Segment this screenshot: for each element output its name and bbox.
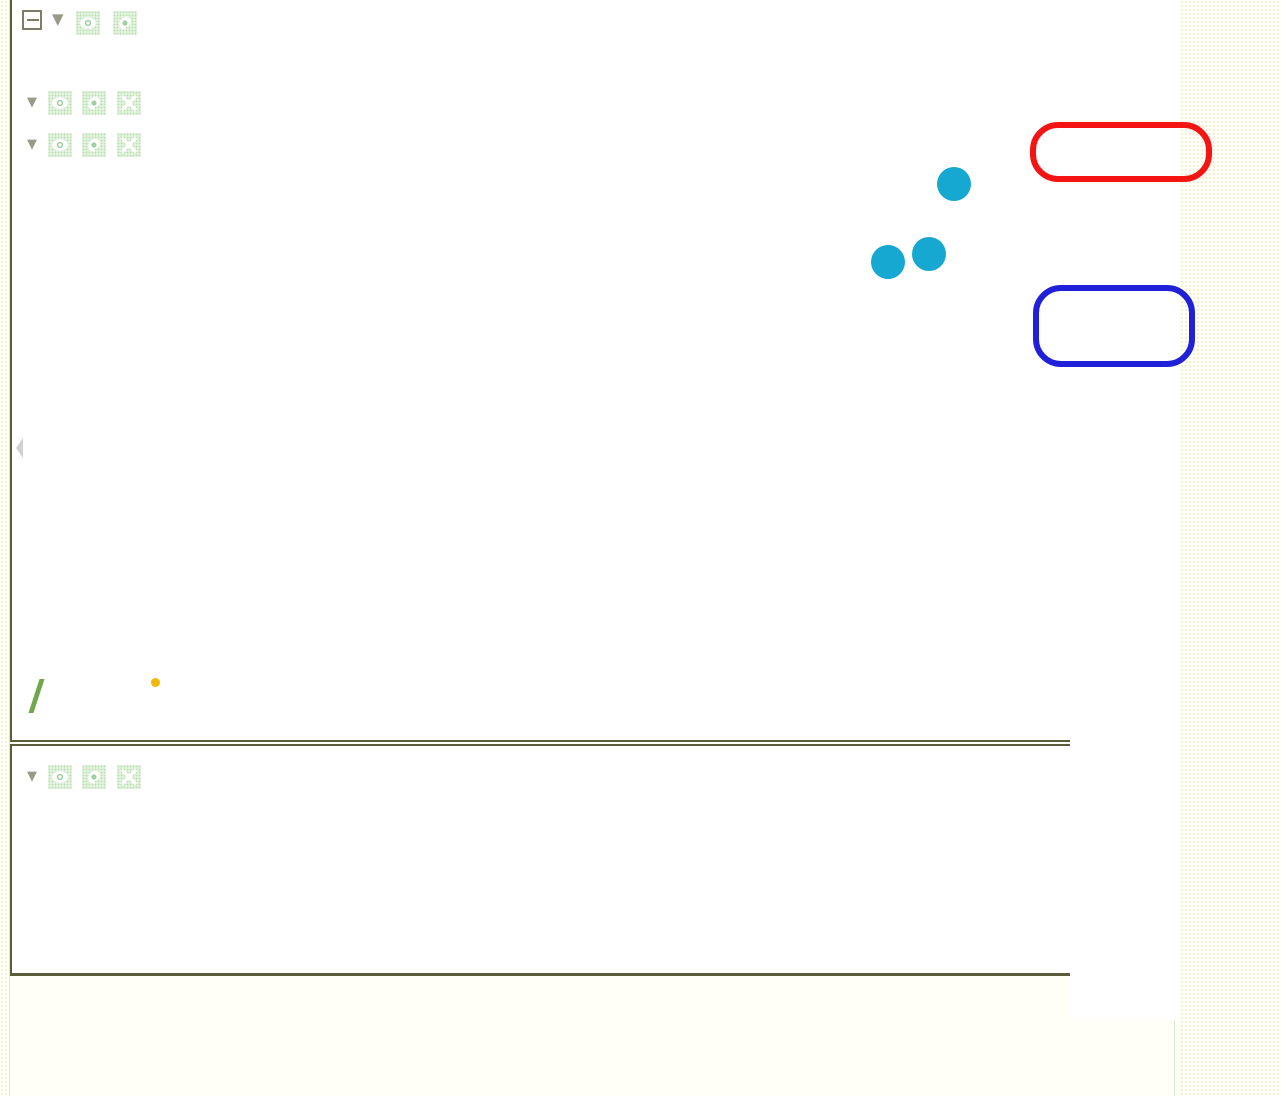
macd-row: ▼ — [22, 765, 181, 789]
logo-dot — [151, 678, 160, 687]
gear-icon[interactable] — [82, 133, 107, 157]
close-x-icon[interactable] — [117, 133, 142, 157]
time-axis[interactable] — [10, 977, 1070, 1025]
eye-icon[interactable] — [76, 11, 101, 35]
eye-icon[interactable] — [47, 133, 72, 157]
chevron-down-icon[interactable]: ▼ — [27, 95, 37, 110]
left-margin — [0, 0, 10, 1096]
chart-title-row: ▼ — [22, 6, 137, 37]
eye-icon[interactable] — [47, 91, 72, 115]
close-x-icon[interactable] — [117, 765, 142, 789]
supertrend-row: ▼ — [22, 91, 161, 115]
p-marker-3[interactable] — [912, 237, 946, 271]
macd-chart-panel[interactable] — [10, 744, 1070, 976]
gear-icon[interactable] — [82, 91, 107, 115]
investing-logo — [28, 676, 160, 716]
eye-icon[interactable] — [47, 765, 72, 789]
gear-icon[interactable] — [82, 765, 107, 789]
price-chart-panel[interactable] — [10, 0, 1070, 742]
price-axis[interactable] — [1070, 0, 1180, 1020]
collapse-panel-button[interactable] — [22, 10, 42, 30]
price-chart-svg — [12, 0, 1072, 742]
close-x-icon[interactable] — [117, 91, 142, 115]
chevron-down-icon[interactable]: ▼ — [52, 10, 64, 28]
ma-row: ▼ — [22, 133, 161, 157]
p-marker-2[interactable] — [871, 245, 905, 279]
gear-icon[interactable] — [112, 11, 137, 35]
left-margin-rule — [9, 0, 10, 1096]
chevron-down-icon[interactable]: ▼ — [27, 137, 37, 152]
p-marker-1[interactable] — [937, 167, 971, 201]
chevron-down-icon[interactable]: ▼ — [27, 769, 37, 784]
right-margin — [1180, 0, 1281, 1096]
scroll-left-arrow[interactable] — [14, 437, 26, 459]
